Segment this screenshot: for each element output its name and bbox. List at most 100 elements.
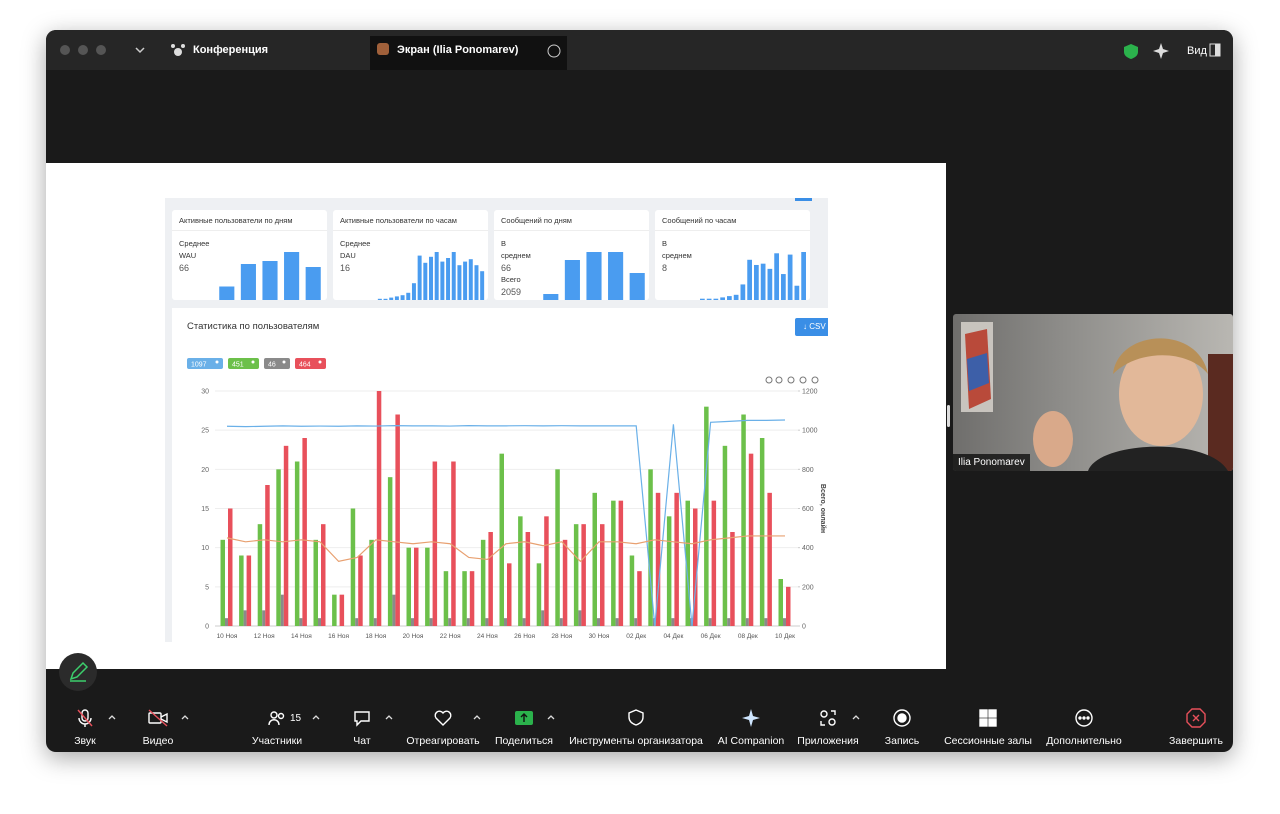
toolbar-icon[interactable] [1075, 709, 1093, 727]
chart-tool[interactable] [787, 376, 795, 384]
csv-label[interactable]: CSV [809, 322, 826, 331]
mini-bar [720, 297, 725, 300]
toolbar-icon[interactable] [434, 710, 452, 726]
y2-tick-label: 600 [802, 506, 814, 513]
mini-bar [747, 259, 752, 300]
legend-label[interactable]: 464 [299, 362, 311, 369]
card-stat: WAU [179, 251, 197, 260]
toolbar-label[interactable]: Приложения [797, 735, 858, 747]
bar [355, 618, 359, 626]
mini-chart [377, 252, 485, 300]
card-stat: 66 [179, 263, 190, 273]
mini-bar [801, 252, 806, 300]
x-tick-label: 10 Ноя [217, 633, 238, 640]
y2-tick-label: 0 [802, 624, 806, 631]
toolbar-label[interactable]: Участники [252, 735, 302, 747]
toolbar-icon[interactable] [979, 709, 997, 727]
card-divider [494, 230, 649, 231]
legend-label[interactable]: 46 [268, 362, 276, 369]
toolbar-icon[interactable] [820, 710, 836, 726]
toolbar-icon[interactable] [515, 711, 533, 725]
bar [562, 539, 568, 626]
mini-bar [284, 252, 300, 300]
active-tab[interactable] [370, 36, 567, 70]
chart-tool[interactable] [811, 376, 819, 384]
toolbar-label[interactable]: AI Companion [718, 735, 785, 747]
dashboard: Статистика по пользователям ↓ CSV 0 5 10 15… [165, 198, 828, 642]
legend-label[interactable]: 451 [232, 362, 244, 369]
card-stat: 66 [501, 263, 512, 273]
toolbar-label[interactable]: Видео [143, 735, 174, 747]
toolbar-label[interactable]: Запись [885, 735, 920, 747]
participants-count: 15 [290, 713, 302, 724]
bar [243, 610, 247, 626]
y-tick-label: 0 [205, 624, 209, 631]
toolbar-icon[interactable] [742, 709, 760, 727]
scroll-indicator [795, 198, 812, 201]
bar [466, 618, 470, 626]
toolbar-icon[interactable] [628, 709, 644, 726]
menu-caret[interactable] [312, 715, 320, 720]
toolbar: Звук Видео Участники Чат Отреагировать Подели… [74, 708, 1223, 747]
tab-label[interactable]: Конференция [193, 44, 269, 56]
legend-badge[interactable] [295, 358, 326, 369]
toolbar-label[interactable]: Дополнительно [1046, 735, 1122, 747]
tab-label[interactable]: Экран (Ilia Ponomarev) [397, 44, 519, 56]
bar [225, 618, 228, 626]
y-tick-label: 15 [201, 506, 209, 513]
menu-caret[interactable] [108, 715, 116, 720]
toolbar-label[interactable]: Чат [353, 735, 371, 747]
toolbar-icon[interactable] [77, 709, 93, 727]
bar [541, 610, 545, 626]
resize-handle[interactable] [947, 405, 950, 427]
bar [504, 618, 507, 626]
bar [778, 579, 783, 626]
x-tick-label: 16 Ноя [328, 633, 349, 640]
mini-bar [451, 252, 456, 300]
legend-badge[interactable] [228, 358, 259, 369]
card-stat: Среднее [179, 239, 210, 248]
menu-caret[interactable] [385, 715, 393, 720]
card-divider [172, 230, 327, 231]
mini-bar [468, 259, 473, 300]
legend-badge[interactable] [187, 358, 223, 369]
menu-caret[interactable] [473, 715, 481, 720]
toolbar-label[interactable]: Поделиться [495, 735, 553, 747]
title-icons [60, 36, 1221, 70]
toolbar-label[interactable]: Сессионные залы [944, 735, 1032, 747]
toolbar-icon[interactable] [1186, 708, 1206, 728]
toolbar-label[interactable]: Отреагировать [406, 735, 480, 747]
bar [759, 438, 765, 626]
chart-tool[interactable] [775, 376, 783, 384]
toolbar-label[interactable]: Завершить [1169, 735, 1223, 747]
y2-tick-label: 200 [802, 584, 814, 591]
participant-name: Ilia Ponomarev [953, 454, 1030, 471]
toolbar-label[interactable]: Инструменты организатора [569, 735, 703, 747]
card-stat: 2059 [501, 287, 522, 297]
bar [674, 492, 679, 626]
menu-caret[interactable] [852, 715, 860, 720]
chart-tool[interactable] [799, 376, 807, 384]
bar [730, 532, 735, 626]
card-stats: Среднее WAU 66 [179, 238, 209, 274]
x-tick-label: 22 Ноя [440, 633, 461, 640]
annotate-button[interactable] [58, 652, 98, 692]
toolbar-icon[interactable] [148, 709, 168, 727]
legend-label[interactable]: 1097 [191, 362, 207, 369]
toolbar-label[interactable]: Звук [74, 735, 96, 747]
bar [313, 539, 318, 626]
toolbar-icon[interactable] [893, 709, 911, 727]
bar [395, 414, 400, 626]
view-button[interactable]: Вид [1187, 45, 1207, 57]
chart-tool[interactable] [765, 376, 773, 384]
bar [748, 453, 754, 626]
bar [741, 414, 746, 626]
csv-button[interactable]: ↓ CSV [795, 318, 828, 336]
toolbar-icon[interactable] [268, 711, 285, 726]
menu-caret[interactable] [547, 715, 555, 720]
toolbar-icon[interactable] [354, 711, 370, 727]
bar [544, 516, 549, 626]
menu-caret[interactable] [181, 715, 189, 720]
mini-bar [564, 260, 580, 300]
